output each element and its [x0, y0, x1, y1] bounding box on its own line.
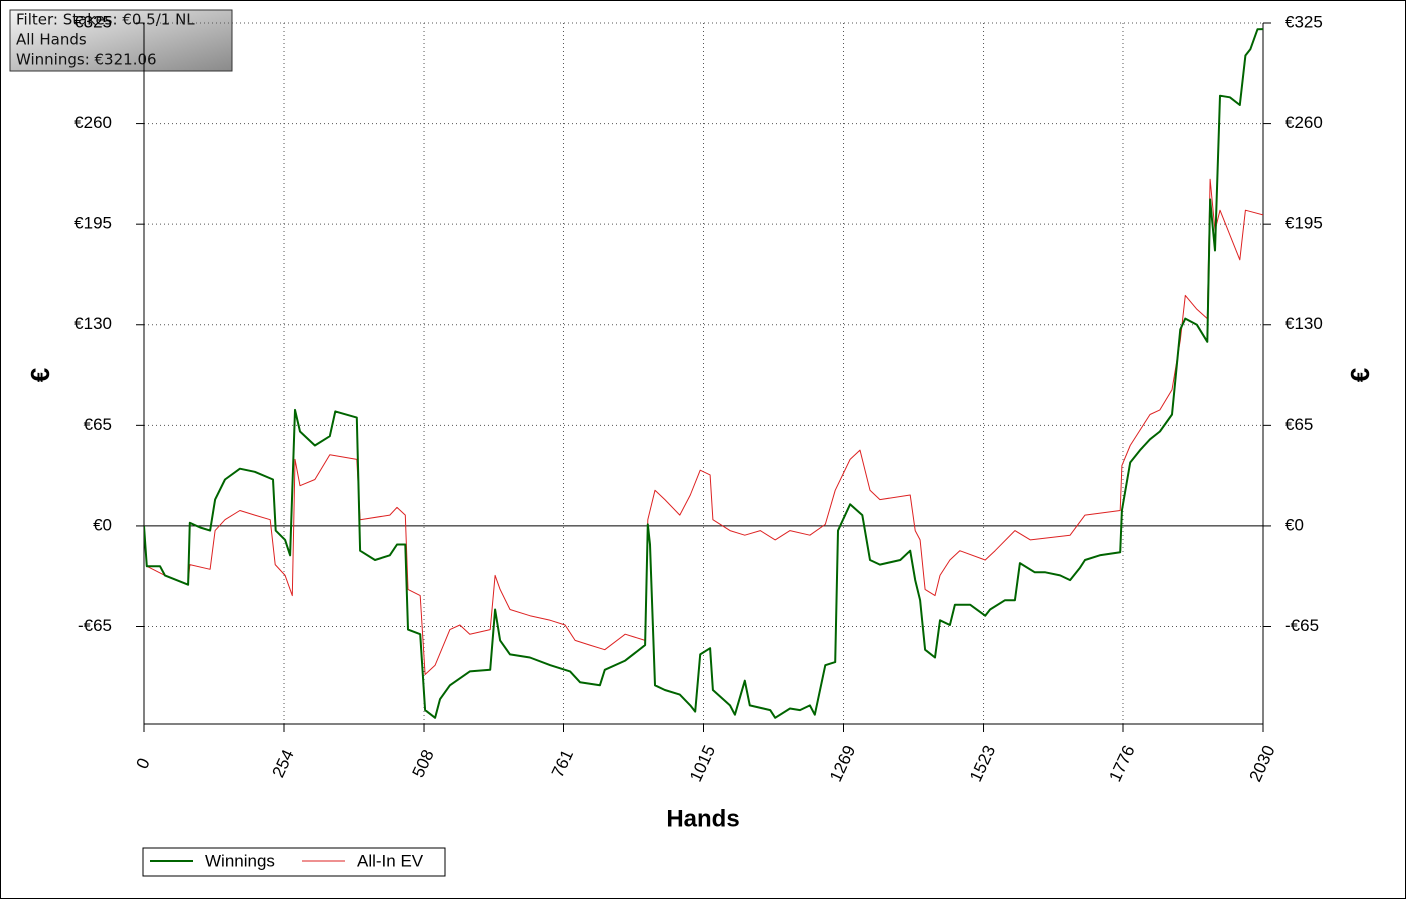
y-tick-label: €0 — [93, 515, 112, 534]
y2-tick-label: €195 — [1285, 214, 1323, 233]
y2-tick-label: €130 — [1285, 314, 1323, 333]
info-line: Filter: Stakes: €0.5/1 NL — [16, 11, 195, 29]
y-tick-label: €260 — [74, 113, 112, 132]
y2-tick-label: €65 — [1285, 415, 1313, 434]
y2-tick-label: €325 — [1285, 12, 1323, 31]
plot-area — [144, 28, 1263, 719]
y-axis-label: € — [25, 368, 55, 382]
info-line: All Hands — [16, 31, 87, 49]
info-box-bg — [9, 9, 233, 72]
legend-label: All-In EV — [357, 851, 424, 870]
series-line — [144, 178, 1263, 675]
info-line: Winnings: €321.06 — [16, 51, 157, 69]
legend-box — [142, 847, 446, 877]
y2-axis-label: € — [1345, 368, 1375, 382]
y2-tick-label: €260 — [1285, 113, 1323, 132]
series-line — [144, 28, 1263, 719]
y-tick-label: €325 — [74, 12, 112, 31]
y2-tick-label: -€65 — [1285, 616, 1319, 635]
x-axis-label: Hands — [666, 805, 739, 832]
y-tick-label: €195 — [74, 214, 112, 233]
legend-label: Winnings — [205, 851, 275, 870]
y-tick-label: €130 — [74, 314, 112, 333]
y-tick-label: -€65 — [78, 616, 112, 635]
y2-tick-label: €0 — [1285, 515, 1304, 534]
info-box — [9, 9, 233, 72]
y-tick-label: €65 — [84, 415, 112, 434]
